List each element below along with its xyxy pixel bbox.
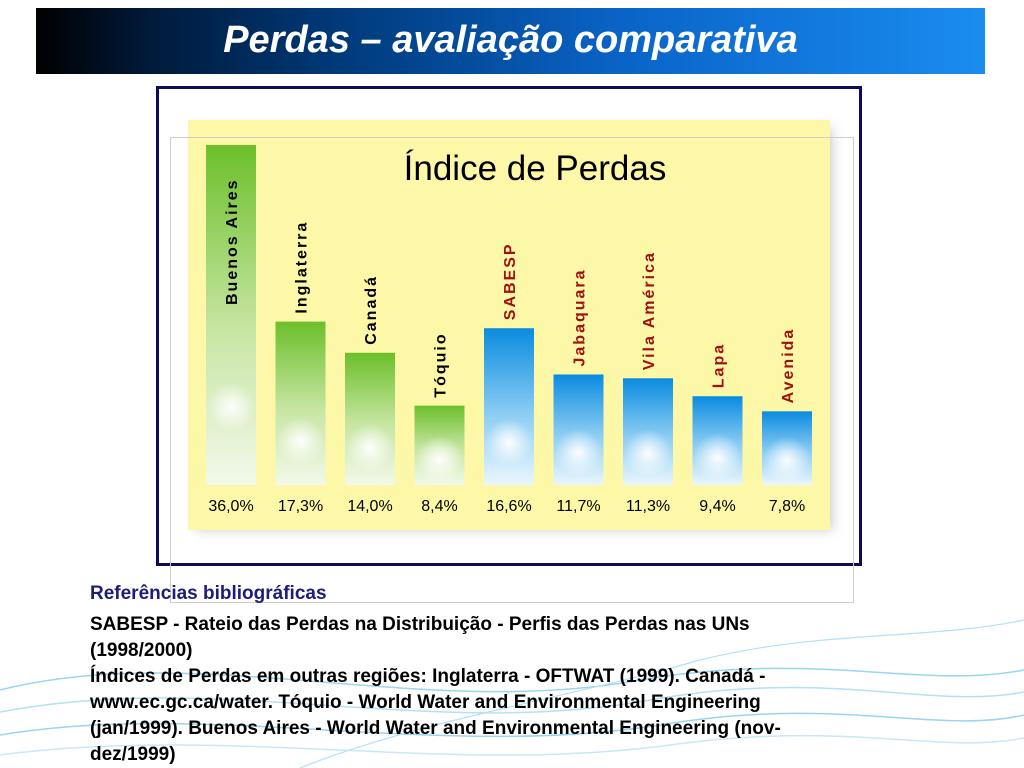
bar-value-label: 16,6%: [486, 498, 531, 515]
bar-category-label: Vila América: [641, 251, 658, 370]
bar-value-label: 36,0%: [208, 498, 253, 515]
bar-value-label: 14,0%: [347, 498, 392, 515]
slide-title: Perdas – avaliação comparativa: [223, 19, 798, 61]
bar-category-label: Canadá: [363, 275, 380, 345]
bar-value-label: 11,3%: [626, 498, 670, 515]
references-section: Referências bibliográficas SABESP - Rate…: [90, 582, 950, 768]
bar-highlight: [624, 429, 672, 478]
reference-line: (1998/2000): [90, 640, 193, 661]
chart-title: Índice de Perdas: [404, 149, 667, 188]
bar-value-label: 8,4%: [421, 498, 457, 515]
bar-category-label: Lapa: [711, 343, 728, 388]
bar-category-label: Buenos Aires: [224, 178, 241, 305]
reference-line: (jan/1999). Buenos Aires - World Water a…: [90, 718, 781, 739]
loss-index-chart: Índice de Perdas Buenos Aires 36,0% Inglat…: [206, 145, 812, 515]
reference-line: dez/1999): [90, 744, 176, 765]
reference-line: www.ec.gc.ca/water. Tóquio - World Water…: [90, 692, 761, 713]
bar-highlight: [763, 436, 811, 485]
bar-highlight: [207, 383, 255, 431]
bar-value-label: 7,8%: [769, 498, 805, 515]
bar-highlight: [415, 435, 464, 484]
bar-category-label: Tóquio: [433, 332, 450, 397]
bar-category-label: Jabaquara: [572, 268, 589, 366]
bar-category-label: Inglaterra: [294, 221, 311, 314]
bar-value-label: 11,7%: [556, 498, 600, 515]
references-heading: Referências bibliográficas: [90, 583, 327, 604]
bar-value-label: 17,3%: [278, 498, 323, 515]
bar-highlight: [693, 433, 742, 482]
bar-category-label: Avenida: [780, 328, 797, 404]
bar-highlight: [485, 418, 533, 467]
bar-value-label: 9,4%: [699, 498, 735, 515]
bar-highlight: [276, 417, 325, 466]
bar-highlight: [554, 428, 603, 477]
title-bar: Perdas – avaliação comparativa: [36, 8, 985, 74]
bar-category-label: SABESP: [502, 242, 519, 320]
reference-line: SABESP - Rateio das Perdas na Distribuiç…: [90, 614, 750, 635]
bar-highlight: [346, 423, 394, 472]
reference-line: Índices de Perdas em outras regiões: Ing…: [90, 666, 766, 687]
